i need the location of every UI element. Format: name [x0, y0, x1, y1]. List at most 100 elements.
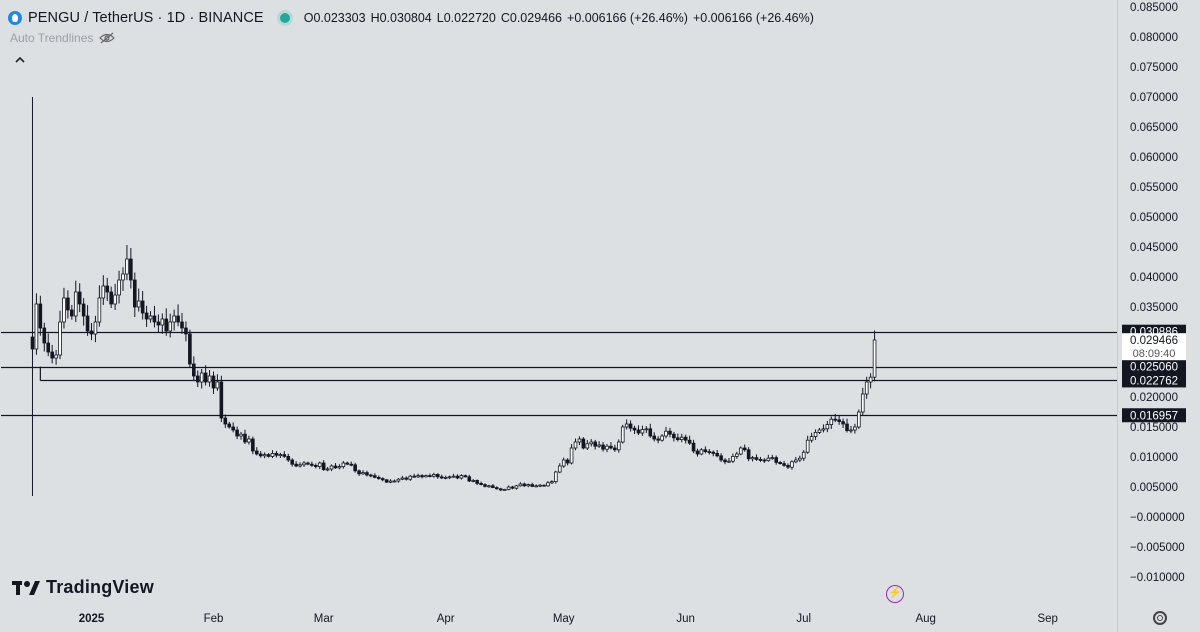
candle-body: [731, 455, 735, 462]
candle-body: [50, 351, 54, 359]
candle-body: [247, 438, 251, 443]
candle-body: [424, 475, 428, 478]
candle-body: [679, 436, 684, 441]
candle-body: [561, 459, 566, 467]
candle-body: [129, 258, 133, 281]
candle-body: [510, 486, 515, 489]
chart-settings-gear-icon[interactable]: [1153, 611, 1167, 625]
candle-body: [168, 321, 173, 332]
candle-body: [243, 433, 247, 443]
candle-body: [813, 431, 818, 437]
candle-body: [215, 381, 220, 389]
level-price-tag-text: 0.025060: [1130, 362, 1178, 374]
candle-body: [774, 457, 778, 463]
candle-body: [841, 421, 845, 425]
candle-body: [664, 430, 668, 437]
candle-body: [801, 451, 806, 459]
candle-body: [34, 303, 39, 350]
candle-body: [463, 475, 468, 478]
candle-body: [160, 318, 165, 326]
candle-body: [58, 321, 62, 356]
candle-body: [77, 291, 82, 305]
candle-body: [199, 372, 204, 383]
candle-body: [435, 473, 440, 478]
candle-body: [380, 478, 385, 481]
last-price-text: 0.029466: [1130, 335, 1178, 347]
candle-body: [192, 363, 196, 377]
candle-body: [62, 297, 66, 323]
candle-body: [235, 429, 239, 437]
y-tick-label: 0.075000: [1130, 62, 1178, 74]
candle-body: [758, 458, 763, 461]
candle-body: [329, 465, 334, 470]
candle-body: [691, 442, 696, 452]
candle-body: [270, 452, 275, 457]
level-price-tag[interactable]: [1122, 373, 1186, 388]
candle-body: [782, 463, 786, 466]
symbol-title[interactable]: PENGU / TetherUS · 1D · BINANCE: [28, 10, 264, 26]
candle-body: [373, 475, 377, 478]
close-value: 0.029466: [509, 11, 563, 25]
candle-body: [817, 429, 822, 433]
candle-body: [278, 454, 283, 457]
candle-body: [872, 339, 877, 378]
candle-body: [254, 450, 259, 455]
candle-body: [132, 279, 137, 308]
candle-body: [156, 321, 161, 326]
tradingview-logo[interactable]: TradingView: [12, 577, 154, 598]
y-tick-label: 0.085000: [1130, 2, 1178, 14]
candle-body: [282, 454, 287, 457]
candle-body: [833, 418, 838, 421]
x-tick-label: May: [553, 613, 575, 625]
level-price-tag-text: 0.022762: [1130, 375, 1178, 387]
high-label: H: [370, 11, 380, 25]
candle-body: [727, 460, 731, 463]
candle-body: [668, 430, 672, 435]
candle-body: [42, 327, 47, 344]
y-tick-label: −0.000000: [1130, 512, 1185, 524]
candle-body: [719, 455, 723, 461]
high-value: 0.030804: [379, 11, 432, 25]
candle-body: [711, 451, 716, 454]
candle-body: [262, 454, 267, 457]
lightning-alert-icon[interactable]: ⚡: [886, 585, 904, 603]
candle-body: [428, 475, 432, 478]
candle-body: [109, 291, 113, 305]
candle-body: [526, 484, 531, 487]
x-tick-label: Aug: [915, 613, 935, 625]
candle-body: [790, 461, 794, 468]
candle-body: [388, 480, 393, 483]
candle-body: [54, 354, 58, 359]
y-tick-label: 0.060000: [1130, 152, 1178, 164]
candle-body: [491, 485, 495, 488]
candle-body: [676, 437, 680, 440]
candle-body: [286, 455, 291, 461]
candle-body: [849, 429, 853, 432]
candle-body: [176, 315, 180, 323]
candle-body: [447, 476, 452, 479]
close-label: C: [500, 11, 510, 25]
candle-body: [294, 463, 298, 467]
candle-body: [231, 426, 235, 431]
hidden-eye-icon[interactable]: [99, 32, 116, 44]
last-price-tag[interactable]: [1122, 333, 1186, 361]
collapse-legend-chevron-up-icon[interactable]: [12, 52, 28, 68]
candle-body: [860, 393, 865, 413]
candle-body: [857, 411, 861, 428]
candle-body: [699, 449, 704, 455]
candle-body: [207, 375, 212, 383]
candle-body: [738, 447, 743, 455]
indicator-label[interactable]: Auto Trendlines: [10, 31, 94, 45]
level-price-tag[interactable]: [1122, 408, 1186, 423]
candle-body: [853, 426, 857, 431]
candle-body: [164, 318, 169, 332]
candle-body: [538, 484, 542, 487]
candle-body: [113, 294, 117, 305]
candle-body: [754, 457, 759, 460]
level-price-tag[interactable]: [1122, 359, 1186, 374]
candle-body: [672, 433, 676, 439]
candle-body: [211, 375, 216, 389]
candle-body: [459, 475, 464, 479]
candle-body: [660, 435, 664, 441]
